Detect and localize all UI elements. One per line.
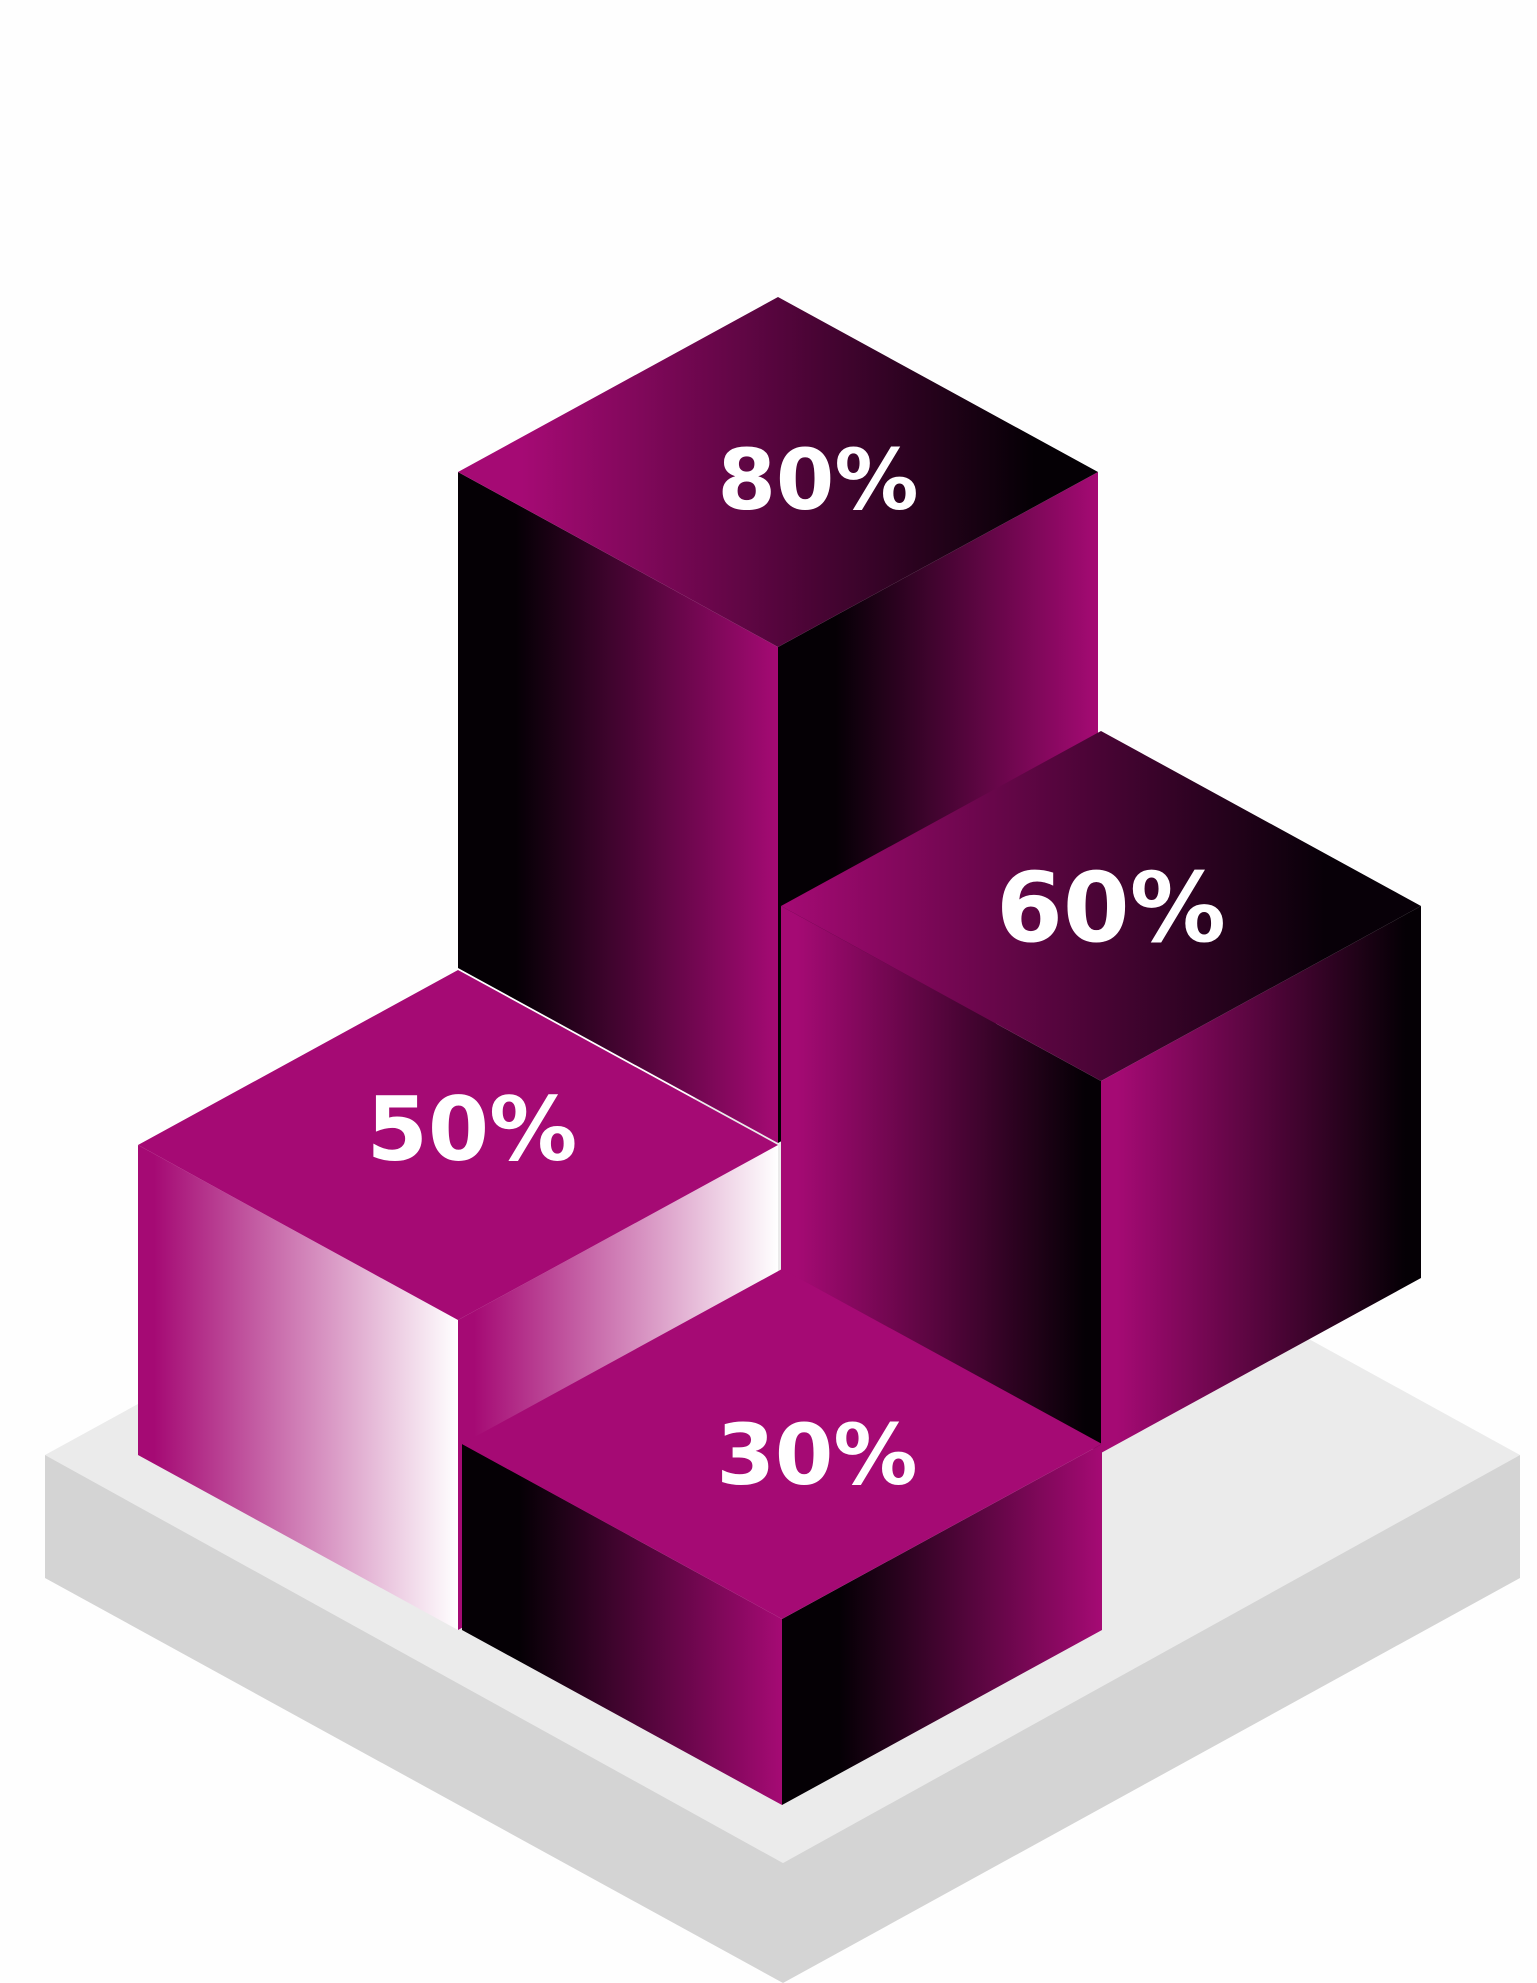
bar-80-left-face	[458, 472, 778, 1143]
bar-60-top-face	[781, 731, 1421, 1081]
bar-60-value-label: 60%	[996, 852, 1226, 964]
bar-60-right-face	[1101, 906, 1421, 1453]
bar-30-right-face	[782, 1444, 1102, 1805]
bar-50-left-face	[138, 1145, 458, 1630]
bar-30-left-face	[462, 1444, 782, 1805]
base-platform-right-side	[783, 1455, 1520, 1983]
bar-50-top-face	[138, 970, 778, 1320]
bar-60	[781, 731, 1421, 1453]
base-platform-left-side	[45, 1455, 783, 1983]
bar-50-value-label: 50%	[367, 1078, 578, 1181]
bar-30-value-label: 30%	[716, 1406, 917, 1504]
bar-80-value-label: 80%	[717, 431, 918, 529]
bar-80-top-face	[458, 297, 1098, 647]
bar-30-top-face	[462, 1269, 1102, 1619]
bar-30	[462, 1269, 1102, 1805]
